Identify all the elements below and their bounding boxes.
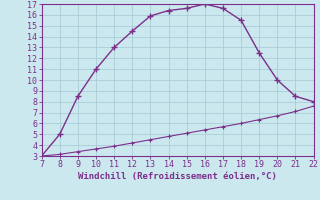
X-axis label: Windchill (Refroidissement éolien,°C): Windchill (Refroidissement éolien,°C) xyxy=(78,172,277,181)
